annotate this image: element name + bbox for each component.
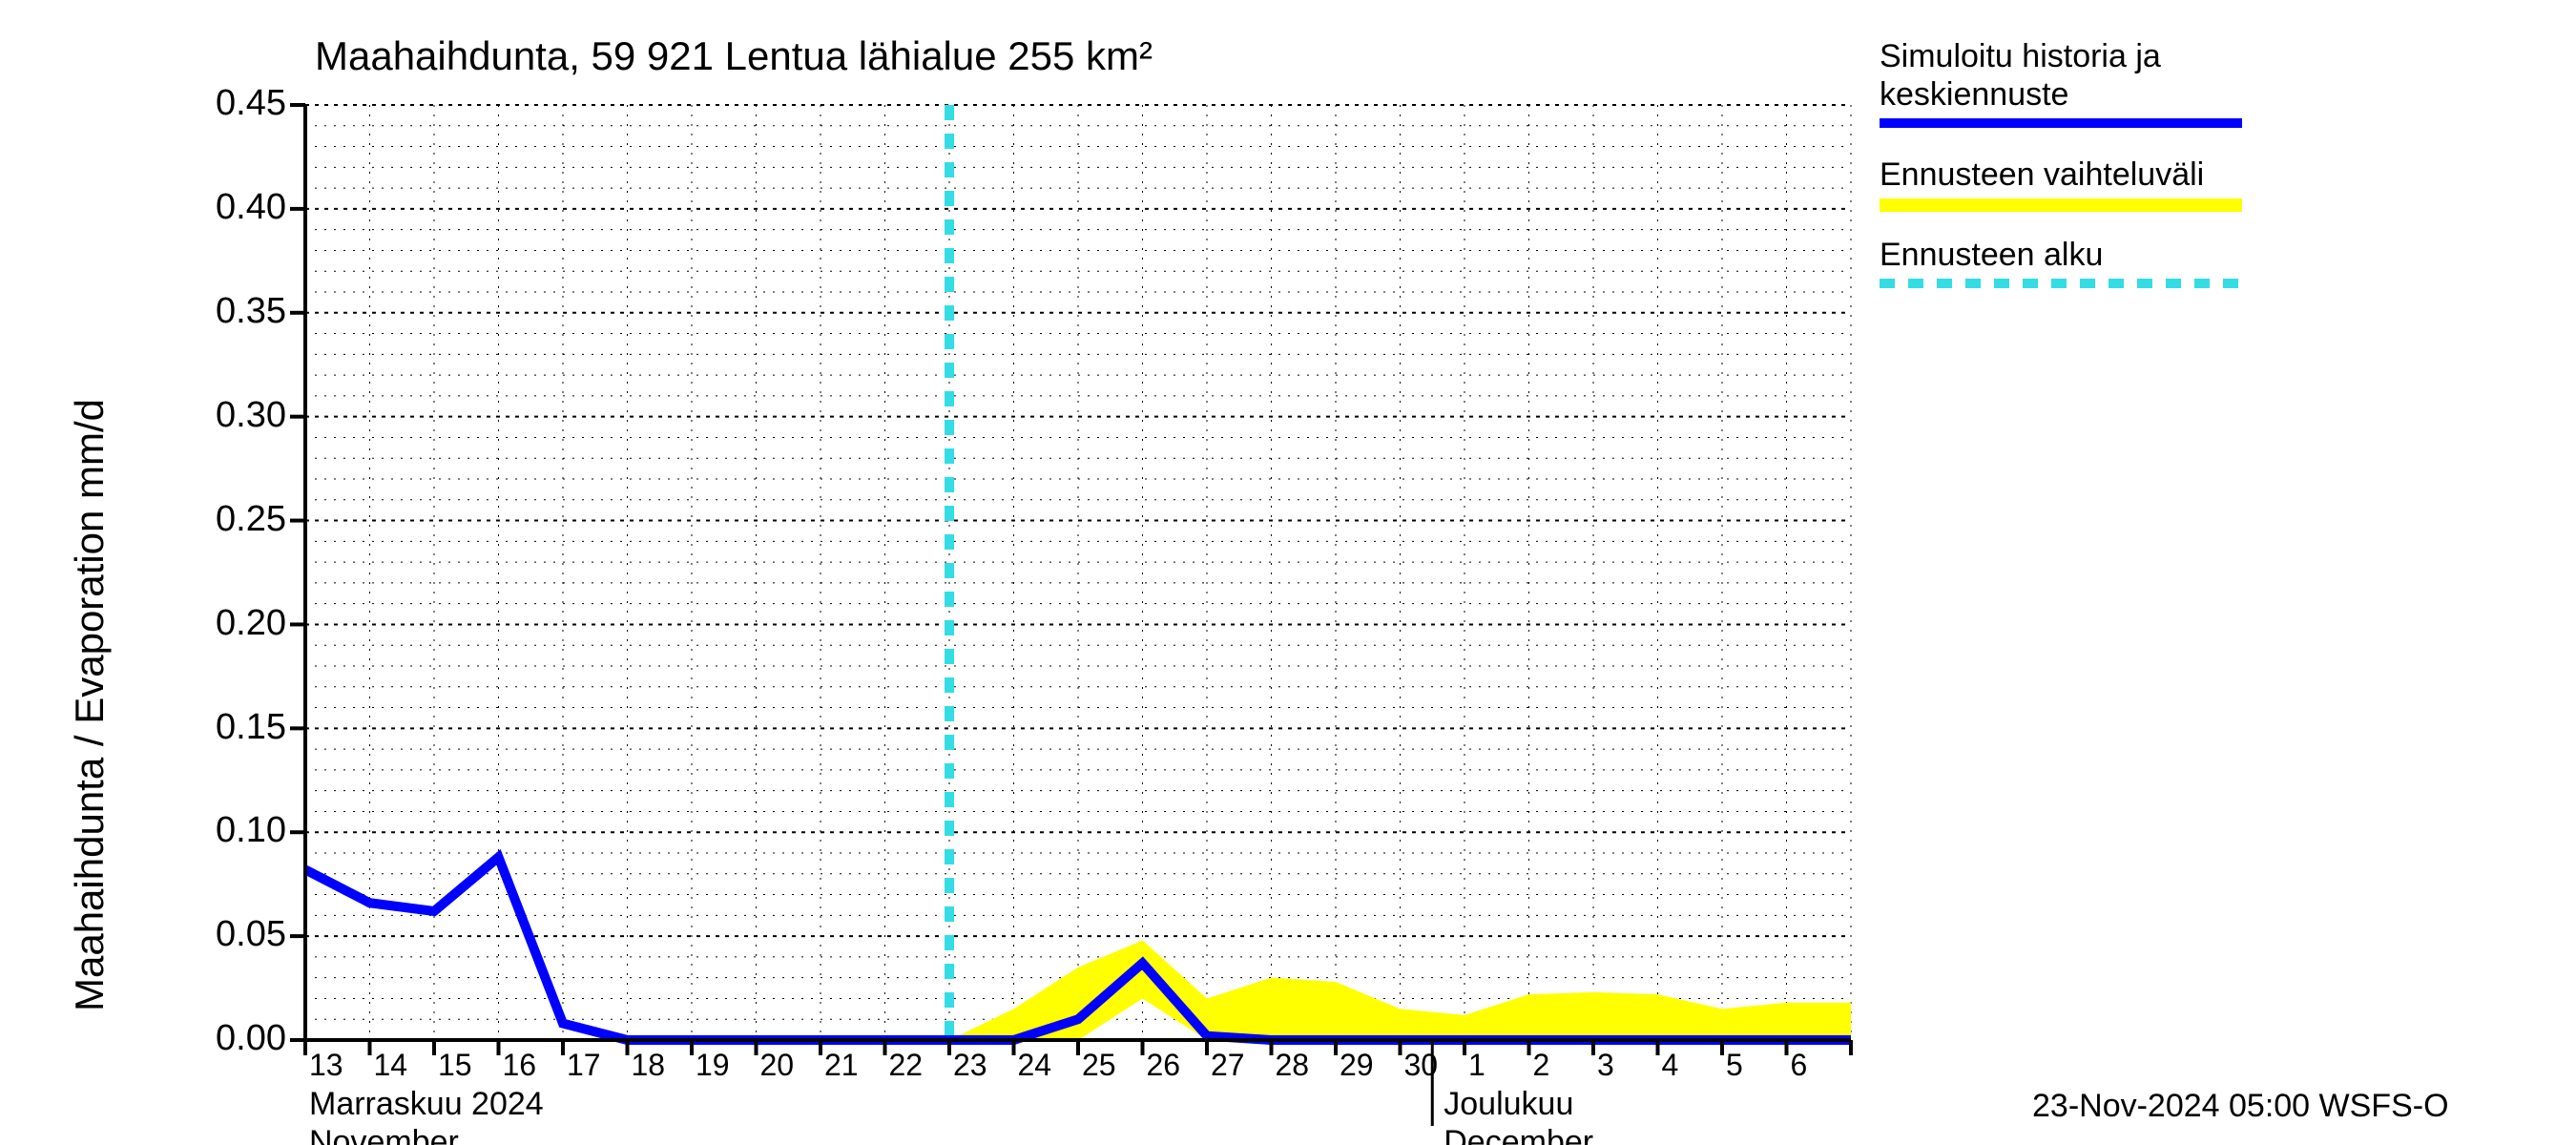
month1-label-en: November — [309, 1124, 459, 1145]
x-tick-label: 20 — [760, 1048, 795, 1083]
x-tick-label: 16 — [503, 1048, 537, 1083]
x-tick-label: 6 — [1791, 1048, 1808, 1083]
y-tick-label: 0.05 — [153, 914, 286, 955]
y-tick-label: 0.10 — [153, 810, 286, 851]
y-tick-label: 0.20 — [153, 603, 286, 644]
x-tick-label: 25 — [1082, 1048, 1116, 1083]
x-tick-label: 21 — [824, 1048, 859, 1083]
legend-item-label: Simuloitu historia ja — [1880, 38, 2161, 75]
x-tick-label: 26 — [1147, 1048, 1181, 1083]
y-tick-label: 0.40 — [153, 187, 286, 228]
legend-item-label: keskiennuste — [1880, 76, 2068, 114]
x-tick-label: 3 — [1597, 1048, 1614, 1083]
chart-title: Maahaihdunta, 59 921 Lentua lähialue 255… — [315, 33, 1153, 79]
y-axis-label: Maahaihdunta / Evaporation mm/d — [67, 399, 113, 1011]
x-tick-label: 2 — [1533, 1048, 1550, 1083]
x-tick-label: 17 — [567, 1048, 601, 1083]
x-tick-label: 28 — [1276, 1048, 1310, 1083]
y-tick-label: 0.35 — [153, 291, 286, 332]
y-tick-label: 0.25 — [153, 499, 286, 540]
month2-label-en: December — [1444, 1124, 1593, 1145]
month1-label-fi: Marraskuu 2024 — [309, 1086, 544, 1123]
x-tick-label: 5 — [1726, 1048, 1743, 1083]
x-tick-label: 18 — [632, 1048, 666, 1083]
x-tick-label: 19 — [696, 1048, 730, 1083]
x-tick-label: 30 — [1404, 1048, 1439, 1083]
x-tick-label: 29 — [1340, 1048, 1374, 1083]
x-tick-label: 24 — [1018, 1048, 1052, 1083]
legend-item-label: Ennusteen vaihteluväli — [1880, 156, 2204, 194]
chart-container: { "canvas": { "width": 2700, "height": 1… — [0, 0, 2576, 1145]
legend-item-label: Ennusteen alku — [1880, 237, 2103, 274]
x-tick-label: 23 — [953, 1048, 987, 1083]
y-tick-label: 0.15 — [153, 707, 286, 748]
x-tick-label: 4 — [1662, 1048, 1679, 1083]
y-tick-label: 0.45 — [153, 83, 286, 124]
x-tick-label: 14 — [374, 1048, 408, 1083]
y-tick-label: 0.30 — [153, 395, 286, 436]
timestamp-label: 23-Nov-2024 05:00 WSFS-O — [2032, 1088, 2449, 1125]
x-tick-label: 22 — [889, 1048, 924, 1083]
x-tick-label: 13 — [309, 1048, 343, 1083]
x-tick-label: 1 — [1468, 1048, 1485, 1083]
x-tick-label: 27 — [1211, 1048, 1245, 1083]
x-tick-label: 15 — [438, 1048, 472, 1083]
month2-label-fi: Joulukuu — [1444, 1086, 1573, 1123]
y-tick-label: 0.00 — [153, 1018, 286, 1059]
